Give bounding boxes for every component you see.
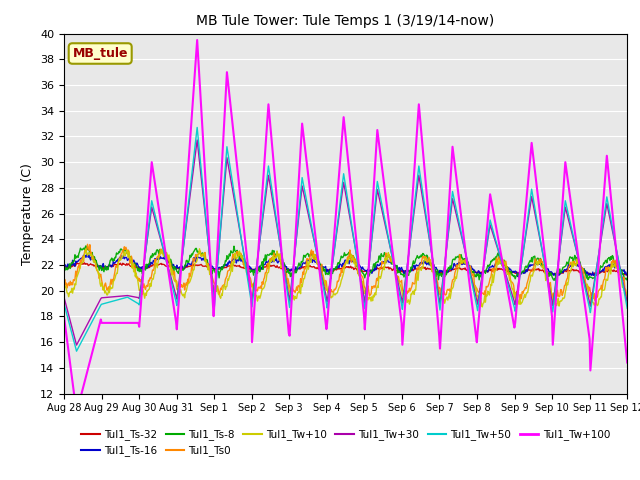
Text: MB_tule: MB_tule [72,47,128,60]
Legend: Tul1_Ts-32, Tul1_Ts-16, Tul1_Ts-8, Tul1_Ts0, Tul1_Tw+10, Tul1_Tw+30, Tul1_Tw+50,: Tul1_Ts-32, Tul1_Ts-16, Tul1_Ts-8, Tul1_… [77,425,614,460]
Title: MB Tule Tower: Tule Temps 1 (3/19/14-now): MB Tule Tower: Tule Temps 1 (3/19/14-now… [196,14,495,28]
Y-axis label: Temperature (C): Temperature (C) [22,163,35,264]
